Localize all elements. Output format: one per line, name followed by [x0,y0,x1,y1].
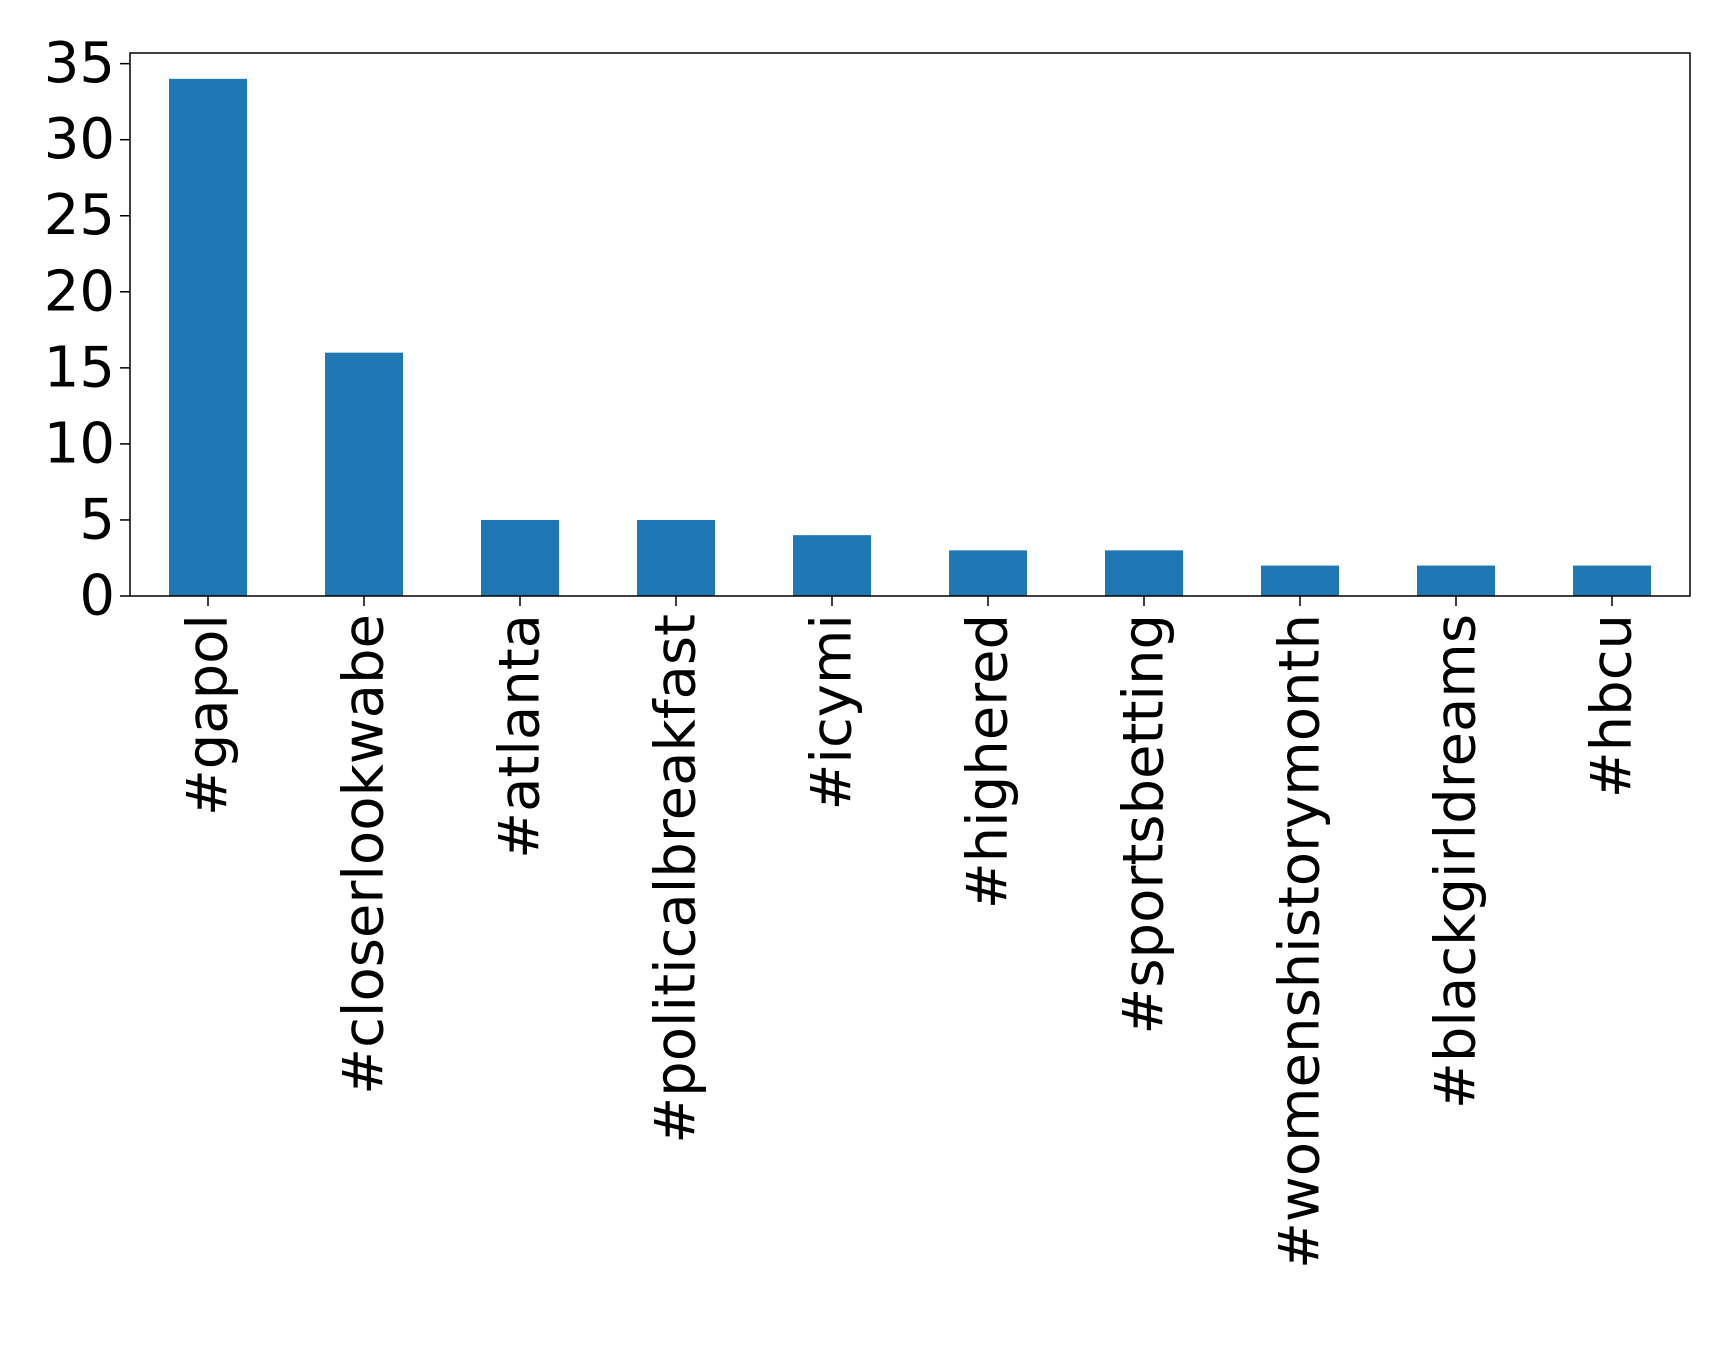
y-tick-label: 30 [44,107,115,172]
y-tick-label: 5 [79,487,115,552]
x-tick-label-womenshistorymonth: #womenshistorymonth [1268,614,1333,1269]
x-tick-label-sportsbetting: #sportsbetting [1112,614,1177,1035]
bar-womenshistorymonth [1261,565,1339,596]
x-axis-ticks: #gapol #closerlookwabe #atlanta #politicalb… [176,596,1645,1269]
bar-closerlookwabe [325,352,403,596]
x-tick-label-highered: #highered [956,614,1021,909]
bars-layer [169,78,1651,597]
bar-blackgirldreams [1417,565,1495,596]
x-tick-label-blackgirldreams: #blackgirldreams [1424,614,1489,1109]
x-tick-label-gapol: #gapol [176,614,241,816]
bar-politicalbreakfast [637,519,715,596]
x-tick-label-closerlookwabe: #closerlookwabe [332,614,397,1095]
y-tick-label: 35 [44,31,115,96]
bar-gapol [169,78,247,597]
y-tick-label: 20 [44,259,115,324]
bar-sportsbetting [1105,550,1183,596]
y-tick-label: 25 [44,183,115,248]
x-tick-label-atlanta: #atlanta [488,614,553,859]
bar-hbcu [1573,565,1651,596]
axes-frame [129,52,1691,597]
y-tick-label: 10 [44,411,115,476]
y-tick-label: 0 [79,564,115,629]
x-tick-label-icymi: #icymi [800,614,865,811]
bar-highered [949,550,1027,596]
x-tick-label-politicalbreakfast: #politicalbreakfast [644,614,709,1144]
x-tick-label-hbcu: #hbcu [1580,614,1645,798]
bar-atlanta [481,519,559,596]
y-axis-ticks: 0 5 10 15 20 25 30 35 [44,31,130,629]
y-tick-label: 15 [44,335,115,400]
bar-icymi [793,535,871,596]
